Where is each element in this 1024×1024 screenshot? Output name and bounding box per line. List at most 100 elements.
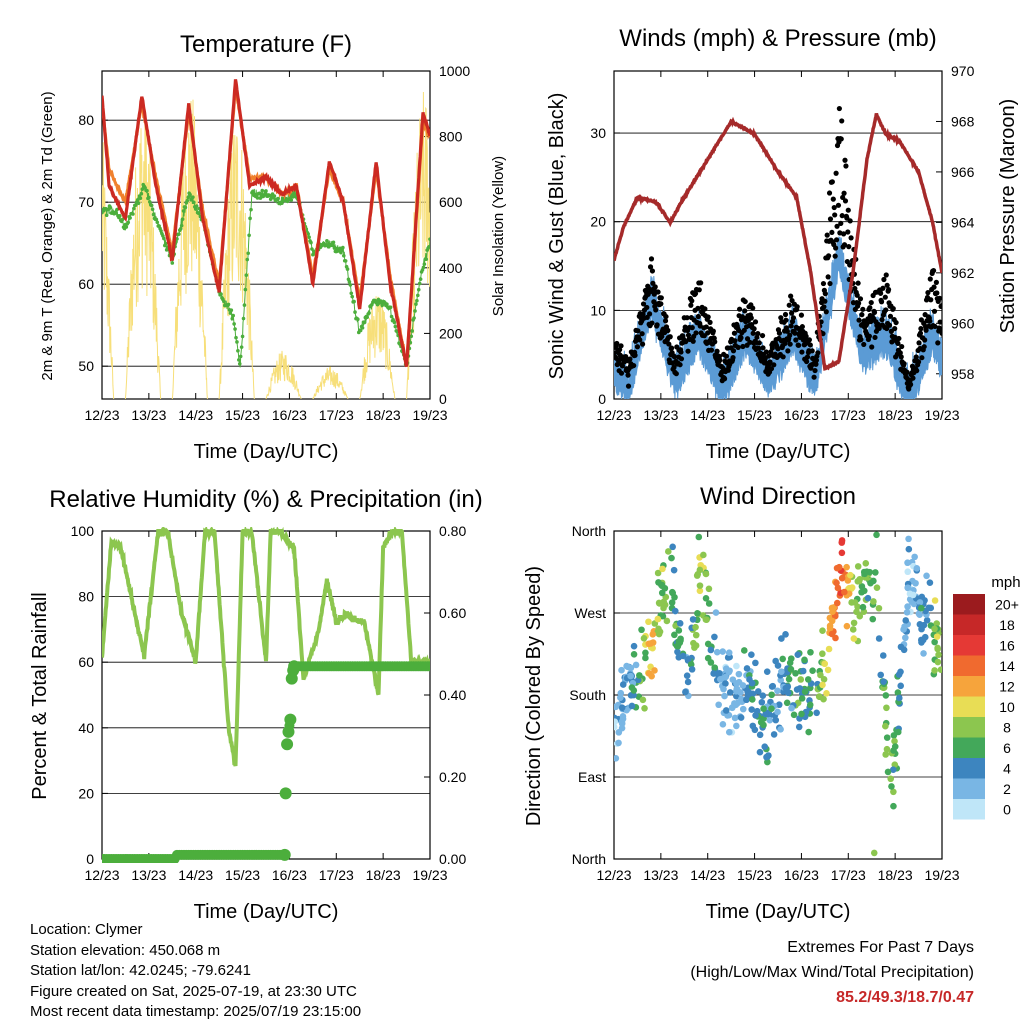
colorbar-swatch <box>953 778 985 799</box>
gust-point <box>838 220 844 226</box>
gust-point <box>843 163 849 169</box>
gust-point <box>705 330 711 336</box>
gust-point <box>835 202 842 208</box>
gust-point <box>673 371 679 377</box>
gust-point <box>702 306 708 312</box>
wind-direction-point <box>733 685 741 693</box>
wind-direction-point <box>749 696 756 703</box>
wind-direction-point <box>904 603 911 610</box>
gust-point <box>861 341 867 348</box>
wind-direction-point <box>639 696 647 704</box>
gust-point <box>934 290 940 296</box>
station-elevation: Station elevation: 450.068 m <box>30 941 221 959</box>
wind-direction-point <box>817 671 824 679</box>
wind-direction-point <box>722 665 730 672</box>
colorbar-swatch <box>953 696 985 717</box>
colorbar-label: 20+ <box>995 596 1019 612</box>
gust-point <box>759 332 766 339</box>
precip-point <box>278 848 291 861</box>
precip-point <box>281 738 294 751</box>
station-latlon: Station lat/lon: 42.0245; -79.6241 <box>30 962 252 979</box>
wind-direction-point <box>870 849 878 857</box>
direction-xtick-label: 15/23 <box>737 867 772 883</box>
wind-direction-point <box>856 612 864 620</box>
wind-direction-point <box>825 645 833 653</box>
wind-direction-point <box>777 676 785 684</box>
colorbar-swatch <box>953 676 985 697</box>
wind-direction-point <box>645 618 652 626</box>
wind-direction-point <box>788 704 795 712</box>
gust-point <box>627 356 633 362</box>
colorbar-label: 12 <box>999 678 1015 694</box>
gust-point <box>827 280 833 287</box>
gust-point <box>845 207 851 213</box>
gust-point <box>910 375 916 381</box>
gust-point <box>712 339 718 345</box>
temperature-title: Temperature (F) <box>180 31 352 58</box>
gust-point <box>848 235 854 241</box>
wind-direction-point <box>860 587 868 595</box>
gust-point <box>826 190 833 196</box>
wind-direction-point <box>783 699 791 707</box>
wind-direction-point <box>796 685 804 692</box>
wind-direction-point <box>870 598 877 605</box>
wind-direction-point <box>873 584 881 591</box>
temperature-ytick-label: 80 <box>78 112 94 128</box>
temperature-xtick-label: 18/23 <box>366 407 401 423</box>
winds-ytick-right-label: 962 <box>951 265 975 281</box>
dewpoint-series <box>102 183 430 368</box>
gust-point <box>829 229 835 236</box>
wind-direction-point <box>615 739 622 747</box>
gust-point <box>678 356 685 362</box>
wind-direction-point <box>695 533 703 541</box>
winds-ytick-label: 10 <box>590 302 606 318</box>
gust-point <box>927 318 933 324</box>
gust-point <box>925 290 931 296</box>
temperature-ytick-right-label: 1000 <box>439 63 470 79</box>
wind-direction-point <box>683 672 691 679</box>
wind-direction-point <box>851 599 859 606</box>
gust-point <box>883 272 889 278</box>
wind-direction-point <box>669 543 676 551</box>
gust-point <box>717 357 723 363</box>
gust-point <box>939 330 942 336</box>
gust-point <box>614 340 620 347</box>
wind-direction-point <box>614 718 619 726</box>
gust-point <box>690 338 696 344</box>
gust-point <box>648 256 655 262</box>
direction-ytick-label: North <box>572 523 606 539</box>
gust-point <box>815 350 821 356</box>
wind-direction-point <box>821 660 829 668</box>
gust-point <box>775 346 781 352</box>
wind-direction-point <box>743 665 751 672</box>
gust-point <box>639 331 645 337</box>
wind-direction-point <box>823 689 830 697</box>
gust-point <box>933 279 939 285</box>
wind-direction-point <box>890 747 897 754</box>
wind-direction-point <box>692 631 700 639</box>
gust-point <box>921 344 927 350</box>
gust-point <box>721 376 728 382</box>
gust-point <box>669 345 675 351</box>
extremes-legend: (High/Low/Max Wind/Total Precipitation) <box>690 964 974 981</box>
gust-point <box>782 311 789 318</box>
gust-point <box>640 311 646 317</box>
wind-direction-point <box>804 676 812 683</box>
wind-direction-point <box>910 600 918 608</box>
wind-direction-point <box>805 728 812 736</box>
winds-ytick-label: 0 <box>598 391 606 407</box>
humidity-xtick-label: 14/23 <box>178 867 213 883</box>
wind-direction-point <box>725 649 733 656</box>
wind-direction-point <box>889 766 897 773</box>
gust-point <box>856 317 862 323</box>
wind-direction-point <box>764 758 771 766</box>
colorbar-swatch <box>953 614 985 635</box>
wind-direction-point <box>838 574 846 582</box>
wind-direction-point <box>774 687 781 695</box>
direction-ytick-label: West <box>574 605 606 621</box>
wind-direction-point <box>722 680 729 687</box>
gust-point <box>662 318 669 324</box>
wind-direction-point <box>636 672 643 679</box>
wind-direction-point <box>689 616 697 623</box>
